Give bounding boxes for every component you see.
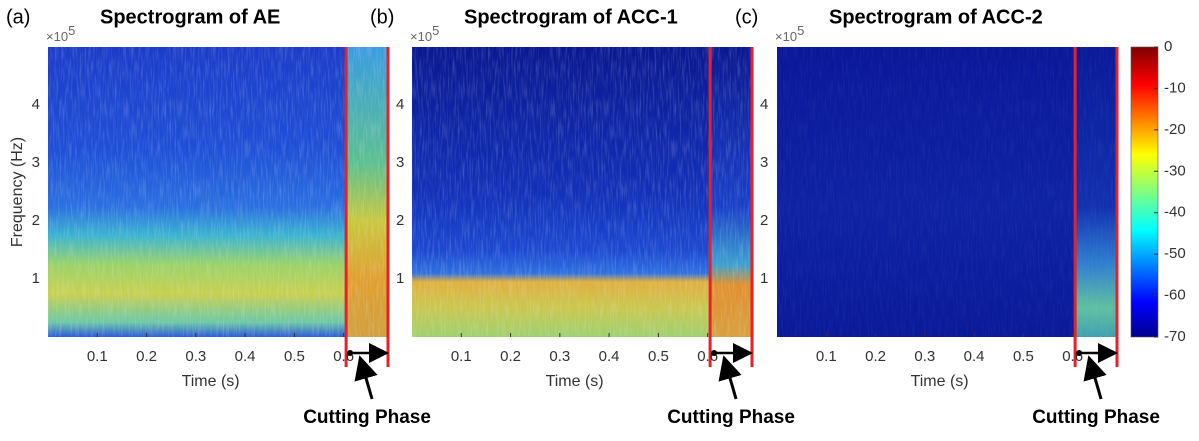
x-tick-label: 0.4	[599, 348, 620, 365]
x-tick-label: 0.2	[136, 348, 157, 365]
x-tick-label: 0.2	[500, 348, 521, 365]
panel-label: (b)	[370, 6, 394, 28]
x-tick-label: 0.5	[648, 348, 669, 365]
y-tick-label: 4	[32, 96, 40, 113]
colorbar-tick-label: -40	[1164, 204, 1186, 221]
colorbar-tick-label: -50	[1164, 245, 1186, 262]
y-tick-label: 1	[760, 270, 768, 287]
y-exponent-power: 5	[432, 23, 439, 38]
y-multiplier: ×10	[775, 29, 797, 44]
colorbar-tick-label: 0	[1164, 38, 1172, 55]
y-tick-label: 2	[396, 212, 404, 229]
y-tick-label: 3	[396, 154, 404, 171]
x-tick-label: 0.3	[914, 348, 935, 365]
x-tick-label: 0.1	[451, 348, 472, 365]
x-tick-label: 0.2	[865, 348, 886, 365]
y-tick-label: 3	[760, 154, 768, 171]
panel-label: (c)	[735, 6, 758, 28]
pointer-arrow	[354, 355, 378, 400]
y-exponent-power: 5	[797, 23, 804, 38]
cutting-phase-label: Cutting Phase	[667, 407, 795, 428]
y-multiplier: ×10	[46, 29, 68, 44]
x-tick-label: 0.4	[964, 348, 985, 365]
x-tick-label: 0.5	[284, 348, 305, 365]
y-exponent-power: 5	[68, 23, 75, 38]
colorbar-tick-label: -30	[1164, 162, 1186, 179]
y-tick-label: 2	[760, 212, 768, 229]
y-tick-label: 4	[760, 96, 768, 113]
x-axis-label: Time (s)	[182, 373, 240, 390]
y-axis-label: Frequency (Hz)	[9, 137, 26, 247]
colorbar-tick-label: -70	[1164, 328, 1186, 345]
colorbar	[1130, 46, 1159, 338]
y-exponent: ×105	[775, 23, 804, 44]
pointer-arrow	[1083, 355, 1107, 400]
y-tick-label: 1	[32, 270, 40, 287]
spectrogram-noise	[48, 47, 388, 337]
colorbar-tick-label: -10	[1164, 79, 1186, 96]
panel-title: Spectrogram of AE	[100, 6, 280, 28]
y-exponent: ×105	[46, 23, 75, 44]
x-axis-label: Time (s)	[911, 373, 969, 390]
y-exponent: ×105	[410, 23, 439, 44]
x-tick-label: 0.4	[235, 348, 256, 365]
panel-title: Spectrogram of ACC-2	[829, 6, 1043, 28]
spectrogram-noise	[777, 47, 1117, 337]
y-tick-label: 1	[396, 270, 404, 287]
x-tick-label: 0.5	[1013, 348, 1034, 365]
pointer-arrow	[718, 355, 742, 400]
cutting-phase-label: Cutting Phase	[1032, 407, 1160, 428]
y-tick-label: 2	[32, 212, 40, 229]
x-tick-label: 0.1	[87, 348, 108, 365]
spectrogram-noise	[412, 47, 752, 337]
colorbar-tick-label: -60	[1164, 287, 1186, 304]
cutting-phase-label: Cutting Phase	[303, 407, 431, 428]
x-tick-label: 0.3	[185, 348, 206, 365]
y-multiplier: ×10	[410, 29, 432, 44]
x-tick-label: 0.1	[816, 348, 837, 365]
x-axis-label: Time (s)	[546, 373, 604, 390]
colorbar-tick-label: -20	[1164, 121, 1186, 138]
y-tick-label: 3	[32, 154, 40, 171]
x-tick-label: 0.3	[549, 348, 570, 365]
panel-label: (a)	[6, 6, 30, 28]
panel-title: Spectrogram of ACC-1	[464, 6, 678, 28]
y-tick-label: 4	[396, 96, 404, 113]
